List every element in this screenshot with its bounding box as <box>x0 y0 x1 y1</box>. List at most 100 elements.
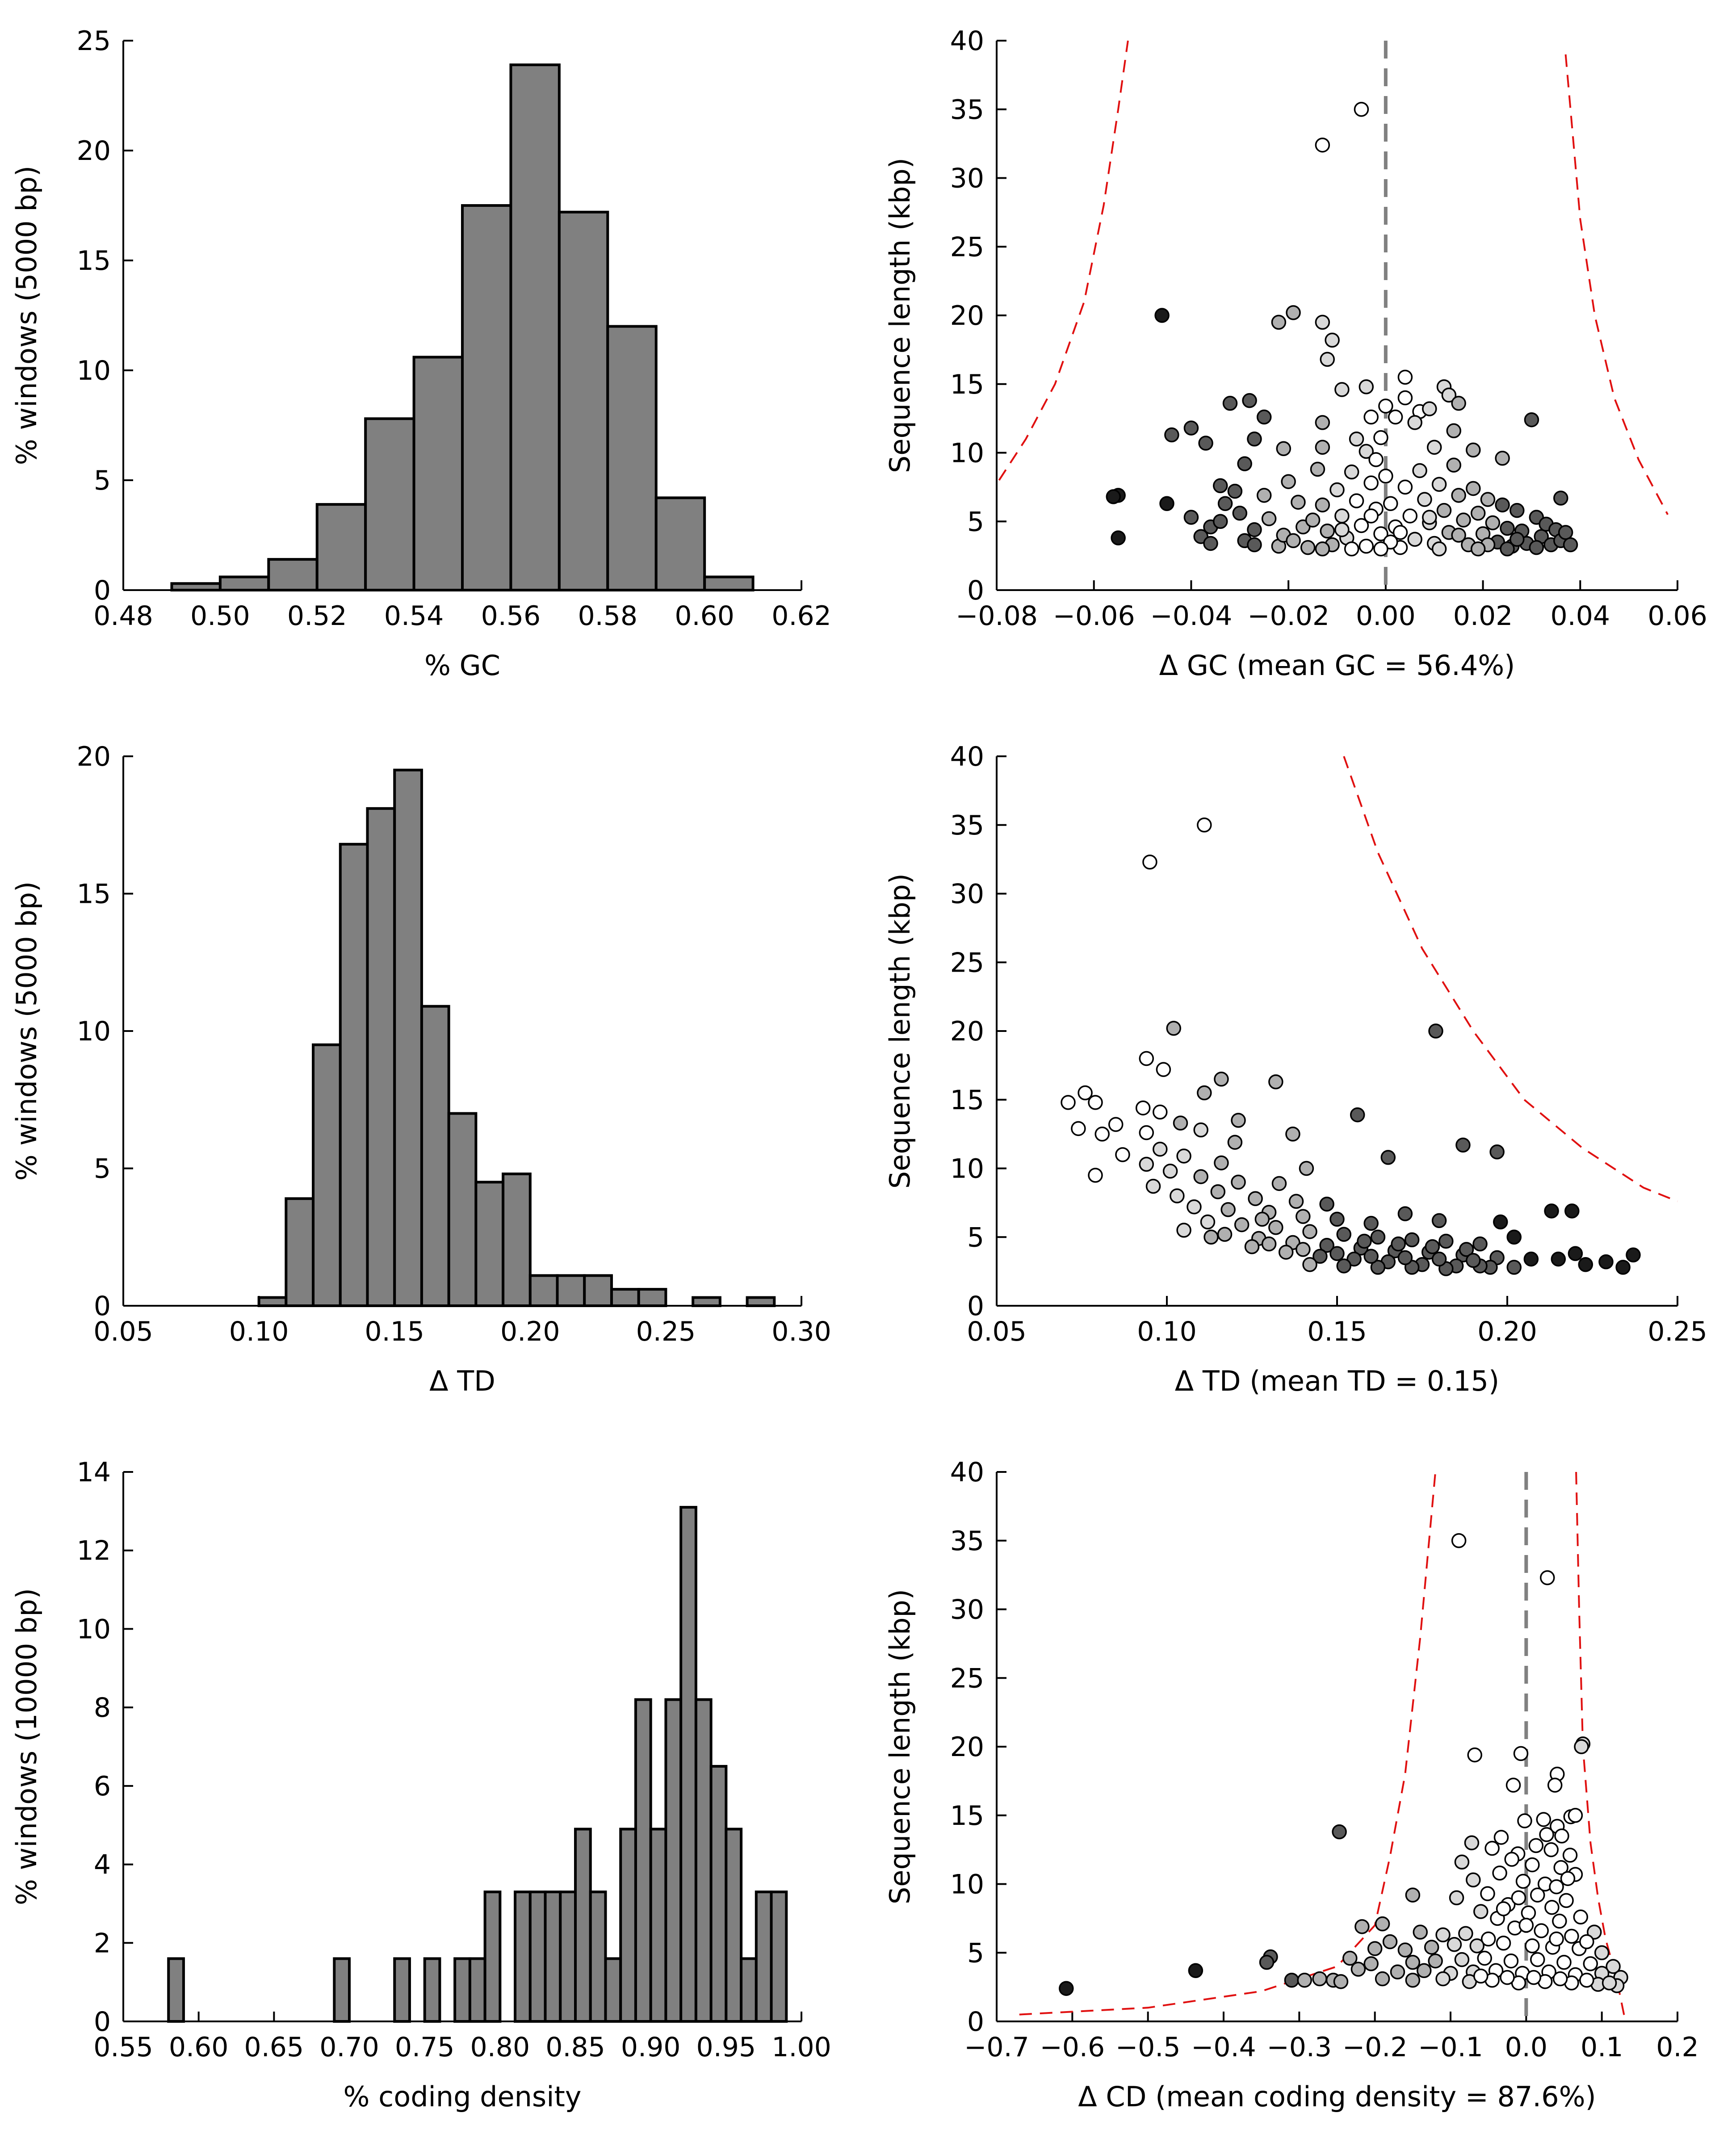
scatter-point <box>1244 1239 1260 1254</box>
scatter-point <box>1334 382 1350 397</box>
histogram-bar <box>528 1891 547 2023</box>
scatter-point <box>1552 1971 1568 1987</box>
scatter-point <box>1088 1168 1103 1183</box>
scatter-point <box>1431 541 1447 557</box>
scatter-point <box>1288 1194 1304 1209</box>
scatter-point <box>1615 1260 1631 1275</box>
scatter-point <box>1515 1874 1531 1889</box>
scatter-point <box>1315 137 1330 153</box>
scatter-point <box>1173 1115 1188 1131</box>
scatter-point <box>1454 1952 1470 1967</box>
scatter-point <box>1530 1887 1545 1903</box>
y-tick-label: 20 <box>77 135 111 167</box>
scatter-point <box>1626 1247 1641 1262</box>
scatter-point <box>1276 441 1292 457</box>
scatter-point <box>1319 1196 1334 1212</box>
scatter-point <box>1271 314 1287 330</box>
scatter-point <box>1505 1777 1521 1793</box>
scatter-point <box>1139 1157 1154 1172</box>
scatter-point <box>1108 1117 1124 1132</box>
y-axis-label: Sequence length (kbp) <box>884 158 916 473</box>
histogram-bar <box>583 1274 613 1308</box>
scatter-point <box>1551 1251 1566 1267</box>
histogram-bar <box>634 1698 652 2023</box>
scatter-point <box>1455 1137 1471 1153</box>
scatter-point <box>1312 1249 1328 1264</box>
histogram-bar <box>544 1891 562 2023</box>
histogram-bar <box>725 1828 743 2023</box>
scatter-point <box>1473 1904 1489 1919</box>
histogram-bar <box>604 1957 622 2023</box>
scatter-point <box>1521 1905 1536 1920</box>
scatter-point <box>1598 1254 1614 1270</box>
y-tick-label: 0 <box>967 575 984 606</box>
scatter-point <box>1539 1827 1554 1842</box>
threshold-curve <box>1019 1471 1437 2016</box>
scatter-point <box>1164 427 1179 443</box>
y-tick-label: 15 <box>950 1800 984 1832</box>
scatter-point <box>1154 308 1170 323</box>
scatter-point <box>1602 1975 1617 1991</box>
scatter-point <box>1281 474 1296 489</box>
scatter-point <box>1153 1104 1168 1120</box>
scatter-point <box>1334 508 1350 524</box>
scatter-point <box>1271 1176 1287 1191</box>
scatter-point <box>1212 514 1228 529</box>
scatter-point <box>1523 1251 1539 1267</box>
scatter-point <box>1579 1973 1594 1988</box>
histogram-bar <box>502 1172 532 1308</box>
x-tick-label: 0.56 <box>481 600 541 632</box>
scatter-point <box>1315 497 1330 513</box>
scatter-point <box>1210 1184 1226 1199</box>
x-tick-label: 0.25 <box>1648 1316 1707 1347</box>
y-tick-label: 15 <box>77 879 111 910</box>
scatter-point <box>1495 497 1510 513</box>
scatter-point <box>1405 1955 1421 1970</box>
x-tick-label: −0.3 <box>1266 2032 1332 2063</box>
scatter-point <box>1359 379 1374 394</box>
scatter-point <box>1525 1857 1540 1873</box>
histogram-bar <box>610 1288 640 1308</box>
histogram-bar <box>170 582 222 591</box>
scatter-point <box>1397 1942 1413 1958</box>
scatter-point <box>1397 479 1413 495</box>
y-tick-label: 15 <box>950 1085 984 1116</box>
histogram-bar <box>447 1112 478 1307</box>
scatter-point <box>1187 1199 1202 1215</box>
scatter-point <box>1500 1970 1515 1985</box>
panel-td-scatter: 0.05 0.10 0.15 0.20 0.25 0 5 10 15 20 25 30 35 40 Δ TD… <box>884 741 1707 1397</box>
scatter-point <box>1489 1144 1505 1160</box>
scatter-point <box>1564 1203 1580 1219</box>
scatter-point <box>1217 496 1233 511</box>
histogram-bar <box>558 210 609 591</box>
x-tick-label: 1.00 <box>772 2032 831 2063</box>
y-tick-label: 30 <box>950 163 984 194</box>
histogram-bar <box>267 558 319 591</box>
histogram-bar <box>509 63 561 591</box>
panel-gc-scatter: −0.08 −0.06 −0.04 −0.02 0.00 0.02 0.04 0.06 0 5 10… <box>884 25 1707 682</box>
scatter-point <box>1380 1150 1396 1165</box>
panel-cd-histogram: 0.55 0.60 0.65 0.70 0.75 0.80 0.85 0.90 0.95 1.00… <box>10 1457 831 2113</box>
y-tick-label: 25 <box>77 25 111 57</box>
scatter-point <box>1606 1959 1621 1974</box>
scatter-point <box>1247 537 1262 553</box>
x-tick-label: 0.15 <box>1307 1316 1367 1347</box>
histogram-bar <box>333 1957 351 2023</box>
histogram-bar <box>528 1274 559 1308</box>
scatter-point <box>1320 352 1335 367</box>
x-tick-label: 0.54 <box>384 600 444 632</box>
scatter-point <box>1227 483 1243 499</box>
scatter-point <box>1388 409 1403 425</box>
scatter-point <box>1354 1919 1370 1934</box>
scatter-point <box>1214 1155 1229 1170</box>
x-tick-label: 0.04 <box>1550 600 1610 632</box>
y-tick-label: 5 <box>94 1153 111 1185</box>
scatter-point <box>1197 817 1212 833</box>
scatter-point <box>1088 1095 1103 1110</box>
scatter-point <box>1296 1242 1311 1257</box>
scatter-point <box>1367 1941 1383 1956</box>
scatter-point <box>1583 1956 1598 1971</box>
scatter-point <box>1363 475 1379 490</box>
scatter-point <box>1524 412 1539 428</box>
